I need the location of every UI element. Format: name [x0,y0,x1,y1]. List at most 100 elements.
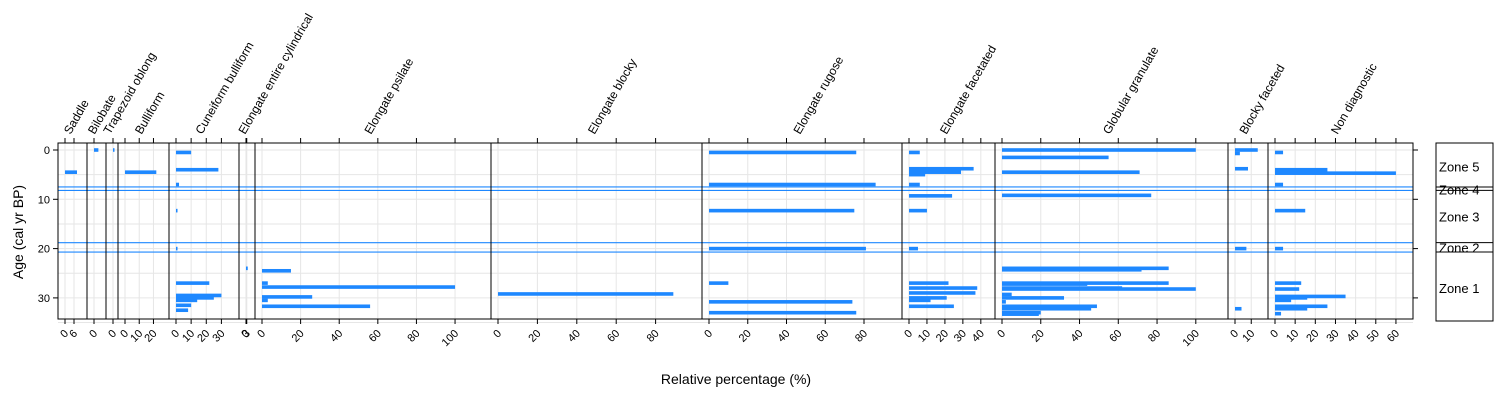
non-diagnostic-bar [1275,306,1308,311]
zone-label: Zone 4 [1439,182,1479,197]
x-tick-label: 20 [1304,328,1321,345]
plot-frame [57,142,1414,320]
elongate-facetated-bar [909,291,976,295]
panel-title-non-diagnostic: Non diagnostic [1328,61,1380,137]
x-tick-label: 40 [970,328,987,345]
globular-granulate-bar [1002,304,1097,309]
x-tick-label: 50 [1365,328,1382,345]
blocky-faceted-bar [1235,306,1242,311]
x-tick-label: 20 [934,328,951,345]
elongate-facetated-bar [909,150,920,155]
non-diagnostic-bar [1275,311,1282,316]
blocky-faceted-bar [1235,246,1247,251]
elongate-rugose-bar [709,150,857,155]
grid-layer [58,143,1413,324]
x-tick-label: 40 [1068,328,1085,345]
x-tick-label: 60 [605,328,622,345]
y-axis-label: Age (cal yr BP) [10,185,26,279]
elongate-rugose-bar [709,300,853,304]
panel-title-elongate-rugose: Elongate rugose [790,54,846,137]
elongate-psilate-bar [262,295,313,299]
cuneiform-bulliform-bar [176,293,222,298]
zone-label: Zone 2 [1439,241,1479,256]
x-tick-label: 30 [210,328,227,345]
panel-title-globular-granulate: Globular granulate [1100,44,1162,137]
elongate-psilate-bar [262,281,268,285]
x-tick-label: 40 [566,328,583,345]
elongate-facetated-bar [909,182,920,187]
non-diagnostic-bar [1275,287,1300,291]
x-tick-label: 30 [952,328,969,345]
x-tick-label: 60 [1385,328,1402,345]
x-tick-label: 60 [814,328,831,345]
cuneiform-bulliform-bar [176,246,178,251]
bulliform-bar [125,170,157,174]
non-diagnostic-bar [1275,167,1328,172]
panel-title-elongate-psilate: Elongate psilate [361,55,416,136]
bilobate-bar [94,148,99,152]
non-diagnostic-bar [1275,246,1284,251]
zone-label: Zone 5 [1439,159,1479,174]
elongate-psilate-bar [262,285,456,289]
trapezoid-oblong-bar [113,148,115,152]
x-tick-label: 80 [853,328,870,345]
cuneiform-bulliform-bar [176,167,219,172]
x-tick-label: 100 [440,328,461,349]
x-tick-label: 3 [240,328,253,341]
x-tick-label: 0 [1268,328,1281,341]
panel-title-blocky-faceted: Blocky faceted [1236,62,1287,137]
y-tick-label: 10 [38,194,50,206]
x-tick-label: 10 [916,328,933,345]
x-tick-label: 40 [775,328,792,345]
globular-granulate-bar [1002,148,1196,152]
saddle-bar [65,170,77,174]
x-tick-label: 30 [1324,328,1341,345]
non-diagnostic-bar [1275,182,1284,187]
x-tick-label: 0 [995,328,1008,341]
elongate-psilate-bar [262,304,371,309]
x-tick-label: 0 [491,328,504,341]
globular-granulate-bar [1002,170,1140,174]
zones-frame [1435,142,1494,322]
elongate-facetated-bar [909,166,974,171]
non-diagnostic-bar [1275,208,1306,213]
panel-title-elongate-blocky: Elongate blocky [585,56,639,136]
globular-granulate-bar [1002,292,1012,297]
globular-granulate-bar [1002,193,1152,198]
x-tick-label: 0 [106,328,119,341]
elongate-facetated-bar [909,170,962,174]
globular-granulate-bar [1002,306,1092,311]
x-tick-label: 0 [169,328,182,341]
y-tick-label: 20 [38,244,50,256]
non-diagnostic-bar [1275,294,1346,299]
x-tick-label: 20 [1030,328,1047,345]
elongate-facetated-bar [909,246,918,251]
x-tick-label: 0 [255,328,268,341]
zone-label: Zone 1 [1439,281,1479,296]
blocky-faceted-bar [1235,151,1240,156]
elongate-rugose-bar [709,208,855,213]
elongate-facetated-bar [909,286,978,290]
blocky-faceted-bar [1235,148,1258,152]
y-tick-label: 0 [44,145,50,157]
elongate-rugose-bar [709,182,876,187]
elongate-facetated-bar [909,298,931,303]
cuneiform-bulliform-bar [176,308,189,313]
non-diagnostic-bar [1275,150,1284,155]
non-diagnostic-bar [1275,171,1396,175]
x-tick-label: 60 [367,328,384,345]
panel-title-elongate-entire-cylindrical: Elongate entire cylindrical [235,11,315,136]
x-tick-label: 100 [1180,328,1201,349]
elongate-facetated-bar [909,281,949,285]
elongate-rugose-bar [709,246,866,251]
y-tick-label: 30 [38,293,50,305]
globular-granulate-bar [1002,300,1006,304]
cuneiform-bulliform-bar [176,150,192,155]
x-tick-label: 20 [526,328,543,345]
elongate-facetated-bar [909,304,954,309]
x-tick-label: 10 [1240,328,1257,345]
zone-lines-layer [58,186,1413,253]
